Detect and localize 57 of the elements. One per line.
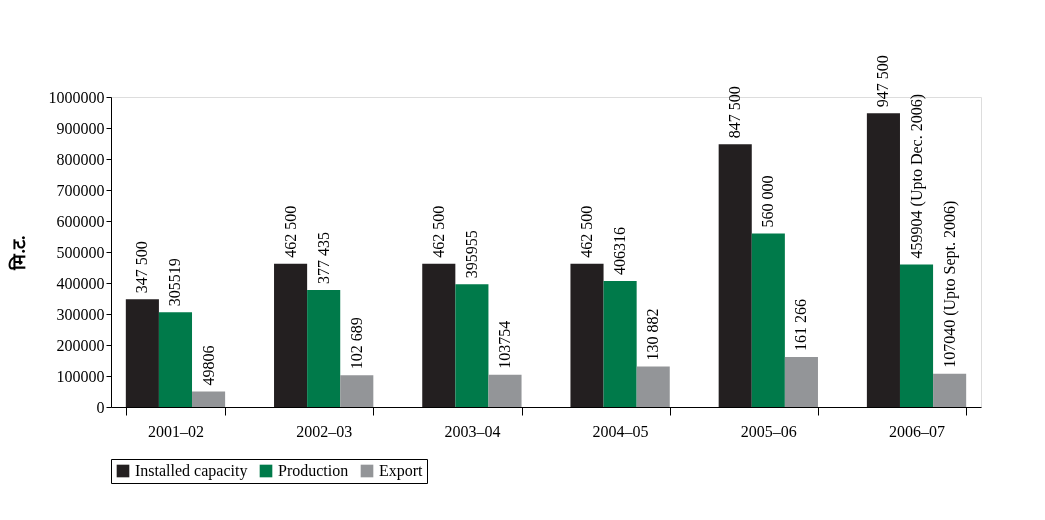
data-label: 305519 bbox=[166, 258, 184, 307]
legend-label: Production bbox=[278, 462, 349, 479]
data-label: 947 500 bbox=[874, 55, 892, 108]
legend-label: Installed capacity bbox=[135, 462, 248, 480]
x-tick-label: 2003–04 bbox=[444, 422, 501, 440]
y-tick-label: 100000 bbox=[56, 367, 105, 385]
bar bbox=[636, 366, 670, 407]
y-tick-label: 800000 bbox=[56, 150, 105, 168]
bar bbox=[603, 281, 637, 407]
y-tick-label: 900000 bbox=[56, 119, 105, 137]
x-tick-label: 2002–03 bbox=[296, 422, 353, 440]
data-label: 377 435 bbox=[314, 232, 332, 284]
data-label: 395955 bbox=[462, 230, 480, 279]
data-label: 847 500 bbox=[726, 86, 744, 139]
data-label: 406316 bbox=[611, 227, 629, 276]
data-label: 462 500 bbox=[578, 205, 596, 258]
x-tick-label: 2004–05 bbox=[592, 422, 649, 440]
data-label: 130 882 bbox=[644, 308, 662, 361]
bar bbox=[340, 375, 374, 407]
data-label: 107040 (Upto Sept. 2006) bbox=[940, 200, 959, 368]
bar bbox=[192, 391, 226, 407]
y-tick-label: 600000 bbox=[56, 212, 105, 230]
bar bbox=[488, 374, 522, 407]
x-tick-label: 2001–02 bbox=[147, 422, 204, 440]
data-label: 459904 (Upto Dec. 2006) bbox=[907, 94, 926, 259]
y-tick-label: 700000 bbox=[56, 181, 105, 199]
y-tick-label: 0 bbox=[96, 398, 105, 416]
bar bbox=[274, 263, 308, 407]
y-tick-label: 500000 bbox=[56, 243, 105, 261]
bar bbox=[899, 264, 934, 407]
bar bbox=[751, 233, 785, 407]
bar bbox=[784, 357, 818, 407]
bar bbox=[158, 312, 193, 407]
data-label: 103754 bbox=[495, 320, 513, 369]
data-label: 462 500 bbox=[281, 205, 299, 258]
y-tick-label: 1000000 bbox=[48, 88, 105, 106]
data-label: 462 500 bbox=[429, 205, 447, 258]
x-tick-label: 2006–07 bbox=[889, 422, 946, 440]
bar bbox=[570, 263, 604, 407]
bar bbox=[422, 263, 456, 407]
bar bbox=[307, 290, 341, 407]
x-tick-label: 2005–06 bbox=[740, 422, 797, 440]
bar bbox=[933, 373, 967, 407]
bar bbox=[718, 144, 752, 407]
bar bbox=[866, 113, 900, 407]
y-tick-label: 200000 bbox=[56, 336, 105, 354]
y-tick-label: 400000 bbox=[56, 274, 105, 292]
data-label: 560 000 bbox=[759, 175, 777, 228]
legend-label: Export bbox=[379, 462, 424, 480]
data-label: 102 689 bbox=[347, 317, 365, 370]
data-label: 49806 bbox=[199, 345, 217, 386]
data-label: 347 500 bbox=[133, 241, 151, 294]
y-tick-label: 300000 bbox=[56, 305, 105, 323]
data-label: 161 266 bbox=[792, 299, 810, 352]
y-axis-title: मि.ट. bbox=[7, 235, 29, 271]
bar bbox=[455, 284, 489, 407]
bar bbox=[125, 299, 159, 407]
